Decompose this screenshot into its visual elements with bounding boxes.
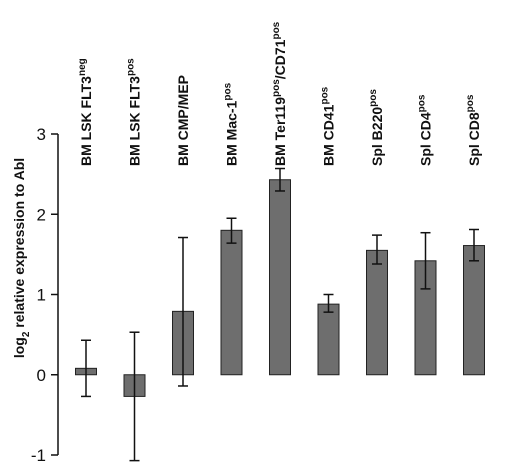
category-label-7: Spl CD4pos <box>417 94 434 166</box>
category-label-2: BM CMP/MEP <box>175 75 191 166</box>
y-tick-label-4: 3 <box>37 125 46 144</box>
bar-6 <box>366 249 388 376</box>
category-label-1: BM LSK FLT3pos <box>126 58 143 166</box>
category-label-3: BM Mac-1pos <box>223 82 240 166</box>
category-label-7-part-1: pos <box>417 94 428 112</box>
category-label-0-part-0: BM LSK FLT3 <box>78 76 94 166</box>
error-bars <box>81 167 479 462</box>
category-label-8: Spl CD8pos <box>465 94 482 166</box>
category-label-5-part-1: pos <box>320 86 331 104</box>
category-label-4-part-0: BM Ter119 <box>272 97 288 166</box>
category-label-4: BM Ter119pos/CD71pos <box>271 21 288 166</box>
category-label-1-part-0: BM LSK FLT3 <box>127 76 143 166</box>
category-label-3-part-1: pos <box>223 82 234 100</box>
y-axis-label: log2 relative expression to Abl <box>11 158 32 358</box>
bar-8 <box>463 245 485 376</box>
y-axis-label-rest: relative expression to Abl <box>11 158 27 332</box>
category-label-5-part-0: BM CD41 <box>321 104 337 166</box>
category-label-0: BM LSK FLT3neg <box>77 58 94 166</box>
category-label-6-part-0: Spl B220 <box>369 107 385 166</box>
category-label-4-part-3: pos <box>271 21 282 39</box>
category-label-6: Spl B220pos <box>368 89 385 166</box>
category-label-2-part-0: BM CMP/MEP <box>175 75 191 166</box>
category-label-8-part-0: Spl CD8 <box>466 112 482 166</box>
category-label-6-part-1: pos <box>368 89 379 107</box>
category-label-1-part-1: pos <box>126 58 137 76</box>
bar-5 <box>317 303 340 376</box>
category-label-5: BM CD41pos <box>320 86 337 166</box>
y-axis-label-prefix: log <box>11 337 27 358</box>
category-label-3-part-0: BM Mac-1 <box>224 100 240 166</box>
y-tick-label-1: 0 <box>37 366 46 385</box>
y-tick-label-3: 2 <box>37 205 46 224</box>
bar-4 <box>269 179 291 376</box>
y-axis-label-subscript: 2 <box>21 331 32 337</box>
y-axis: -1 0 1 2 3 <box>31 125 59 463</box>
category-label-4-part-1: pos <box>271 79 282 97</box>
category-label-4-part-2: /CD71 <box>272 39 288 79</box>
y-tick-label-2: 1 <box>37 286 46 305</box>
category-label-8-part-1: pos <box>465 94 476 112</box>
category-label-0-part-1: neg <box>77 58 88 76</box>
category-label-7-part-0: Spl CD4 <box>418 112 434 166</box>
bars <box>75 179 485 397</box>
bar-3 <box>220 229 243 376</box>
y-tick-label-0: -1 <box>31 446 46 463</box>
